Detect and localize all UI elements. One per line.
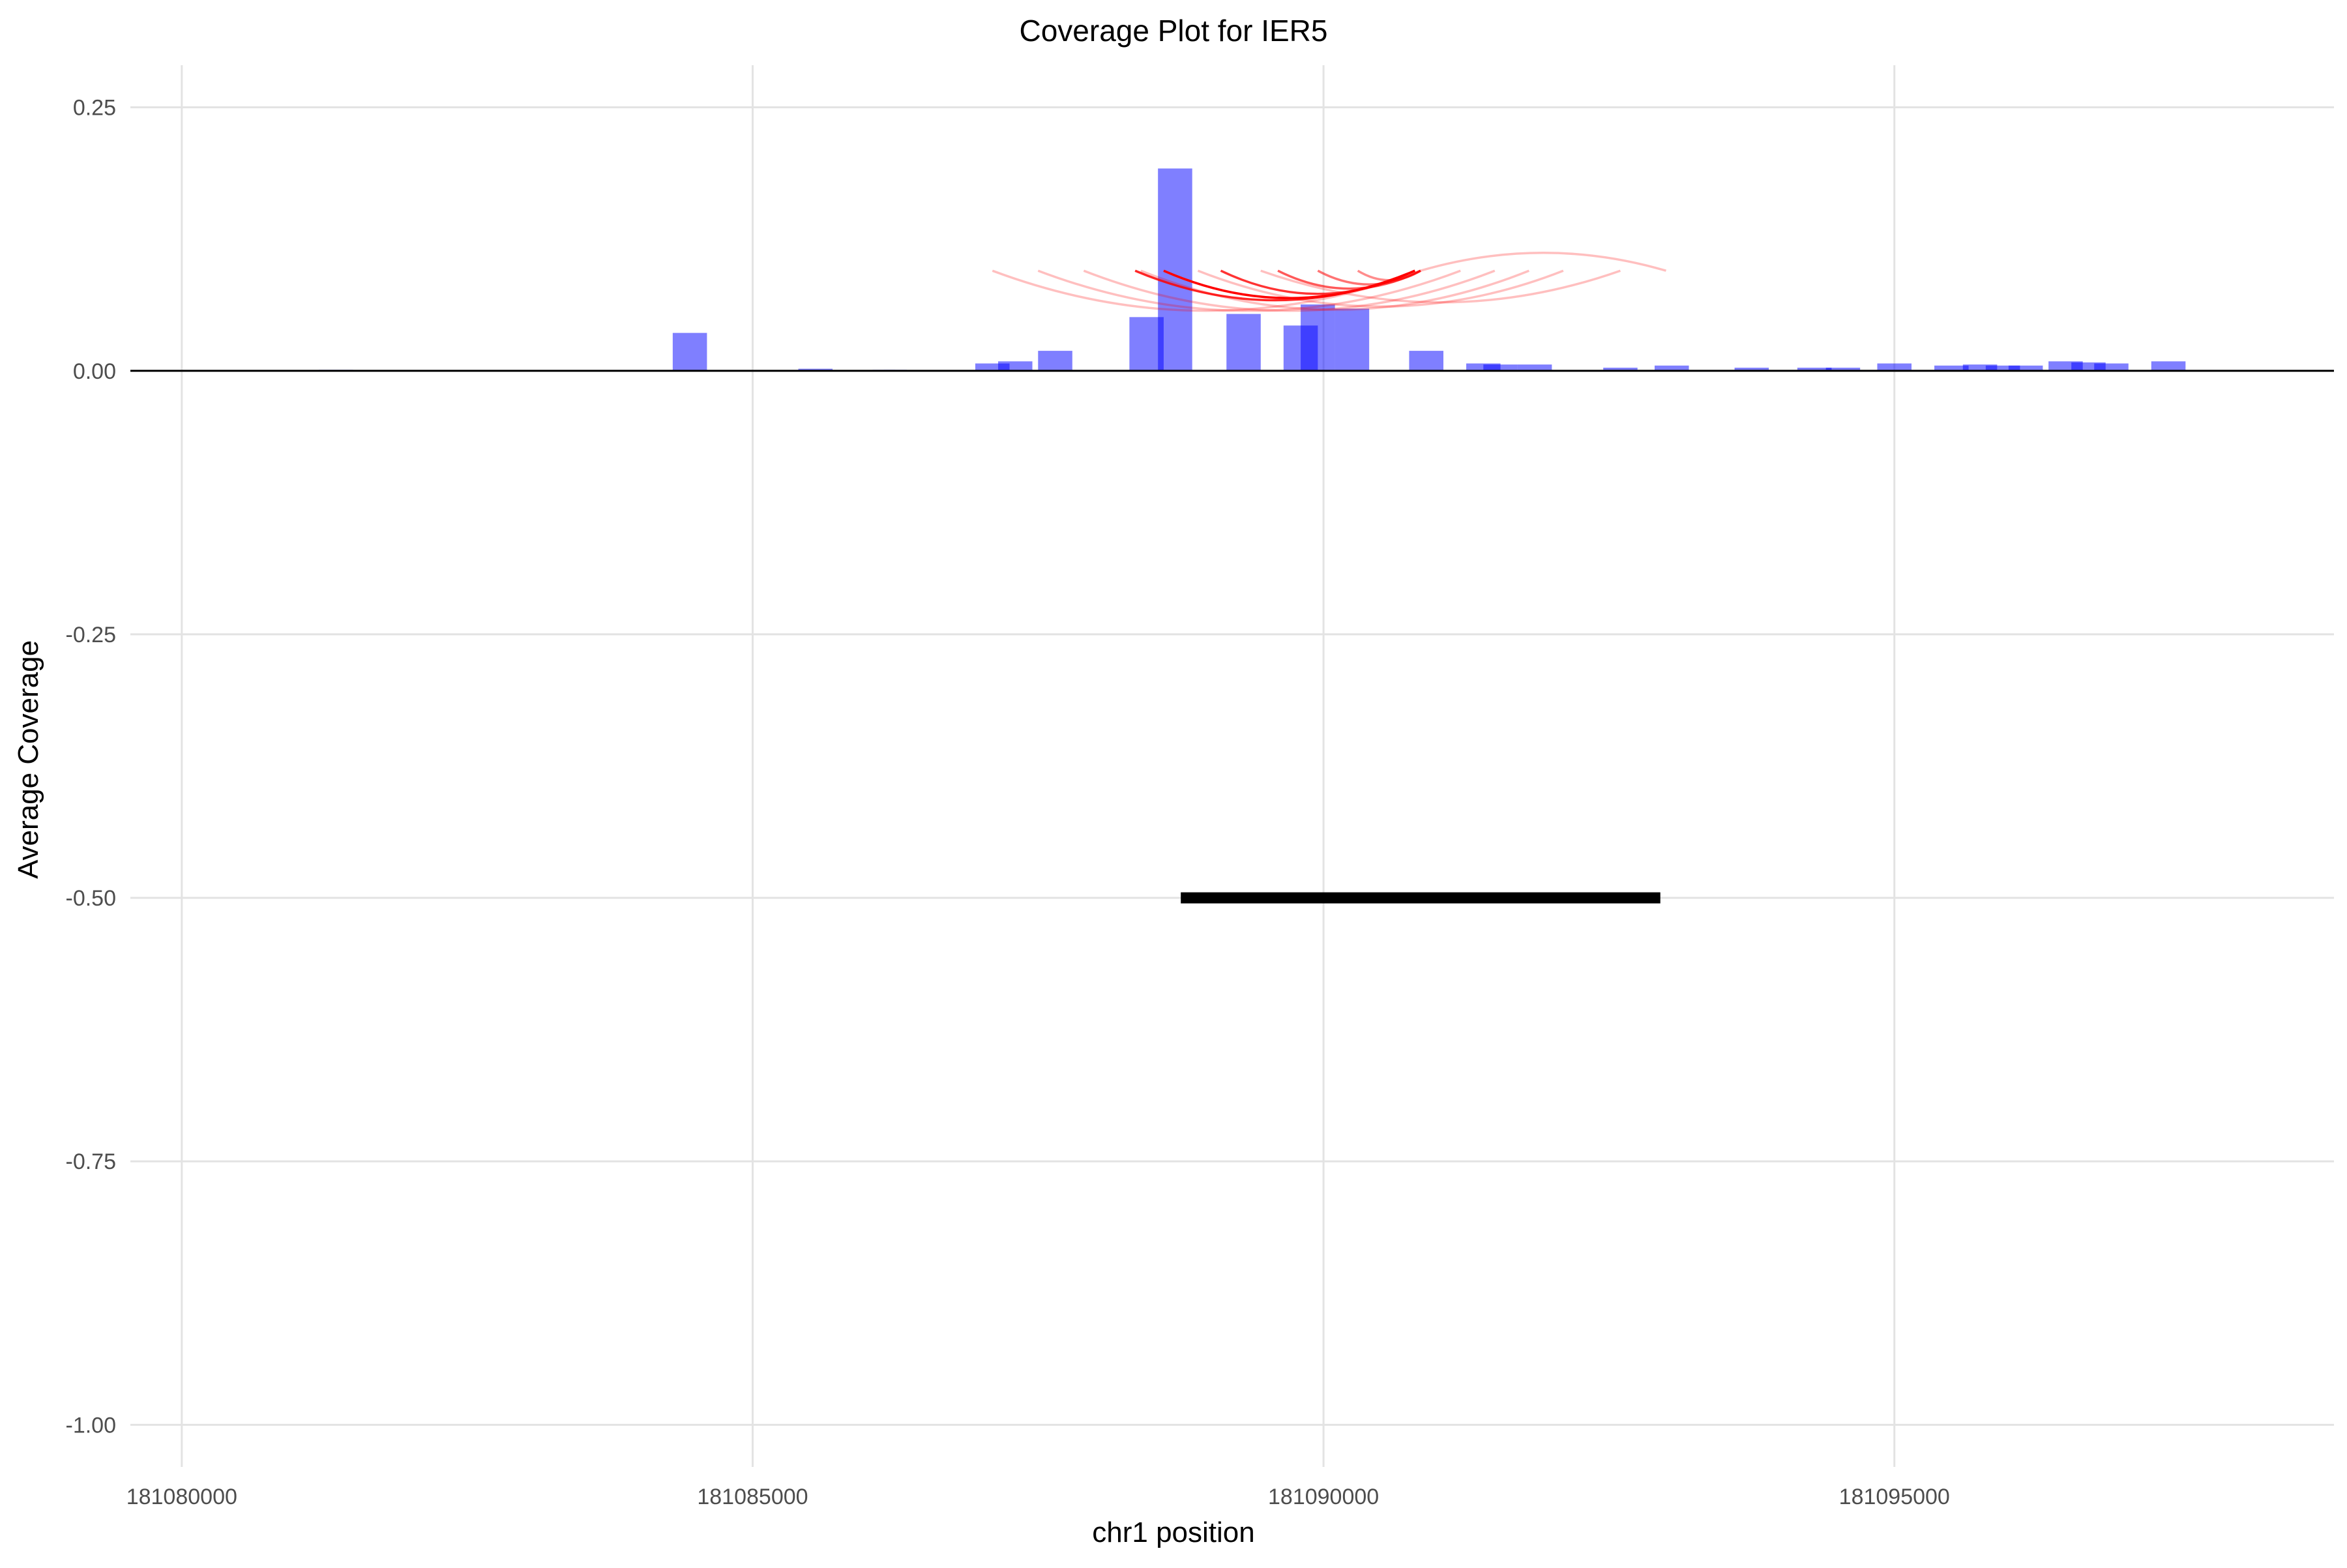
x-tick-label: 181090000: [1268, 1485, 1379, 1509]
coverage-bar: [1734, 367, 1769, 371]
coverage-bar: [1825, 367, 1861, 371]
coverage-bar: [1962, 364, 1998, 371]
link-arc: [1260, 269, 1621, 304]
coverage-bar: [672, 333, 707, 371]
coverage-bar: [1409, 351, 1443, 371]
link-arc: [1317, 269, 1421, 286]
y-tick-label: 0.00: [73, 359, 116, 384]
coverage-bar: [1038, 351, 1072, 371]
coverage-bar: [997, 361, 1033, 371]
y-tick-label: 0.25: [73, 96, 116, 121]
x-tick-label: 181095000: [1839, 1485, 1950, 1509]
coverage-bar: [1603, 367, 1638, 371]
y-tick-label: -0.50: [66, 886, 117, 911]
coverage-bar: [2008, 365, 2043, 371]
link-arc: [1420, 251, 1666, 272]
x-axis-title: chr1 position: [1092, 1516, 1254, 1548]
coverage-bar: [1934, 365, 1969, 371]
y-tick-label: -0.75: [66, 1149, 117, 1174]
link-arc: [1083, 269, 1496, 312]
y-tick-label: -0.25: [66, 623, 117, 647]
coverage-bar: [2151, 361, 2186, 371]
coverage-bar: [1654, 365, 1689, 371]
x-tick-label: 181080000: [126, 1485, 237, 1509]
coverage-bar: [975, 363, 1010, 371]
coverage-bar: [1797, 367, 1832, 371]
coverage-bar: [1226, 314, 1261, 371]
y-tick-label: -1.00: [66, 1413, 117, 1438]
link-arc: [1037, 269, 1461, 312]
coverage-bar: [1335, 308, 1370, 371]
chart-title: Coverage Plot for IER5: [1019, 14, 1327, 48]
coverage-bar: [798, 368, 833, 371]
coverage-bar: [1483, 364, 1518, 371]
link-arc: [1197, 269, 1564, 308]
coverage-bar: [1517, 364, 1552, 371]
link-arc: [1357, 269, 1421, 282]
link-arcs: [992, 251, 1666, 312]
coverage-bar: [1158, 168, 1192, 371]
coverage-bar: [1985, 365, 2020, 371]
y-axis-title: Average Coverage: [12, 640, 44, 879]
coverage-bars: [318, 168, 2186, 371]
x-tick-labels: 181080000 181085000 181090000 181095000: [126, 1485, 1950, 1509]
coverage-bar: [1877, 363, 1912, 371]
x-tick-label: 181085000: [697, 1485, 808, 1509]
y-tick-labels: 0.25 0.00 -0.25 -0.50 -0.75 -1.00: [66, 96, 117, 1438]
coverage-bar: [1301, 304, 1335, 371]
coverage-bar: [2094, 363, 2129, 371]
